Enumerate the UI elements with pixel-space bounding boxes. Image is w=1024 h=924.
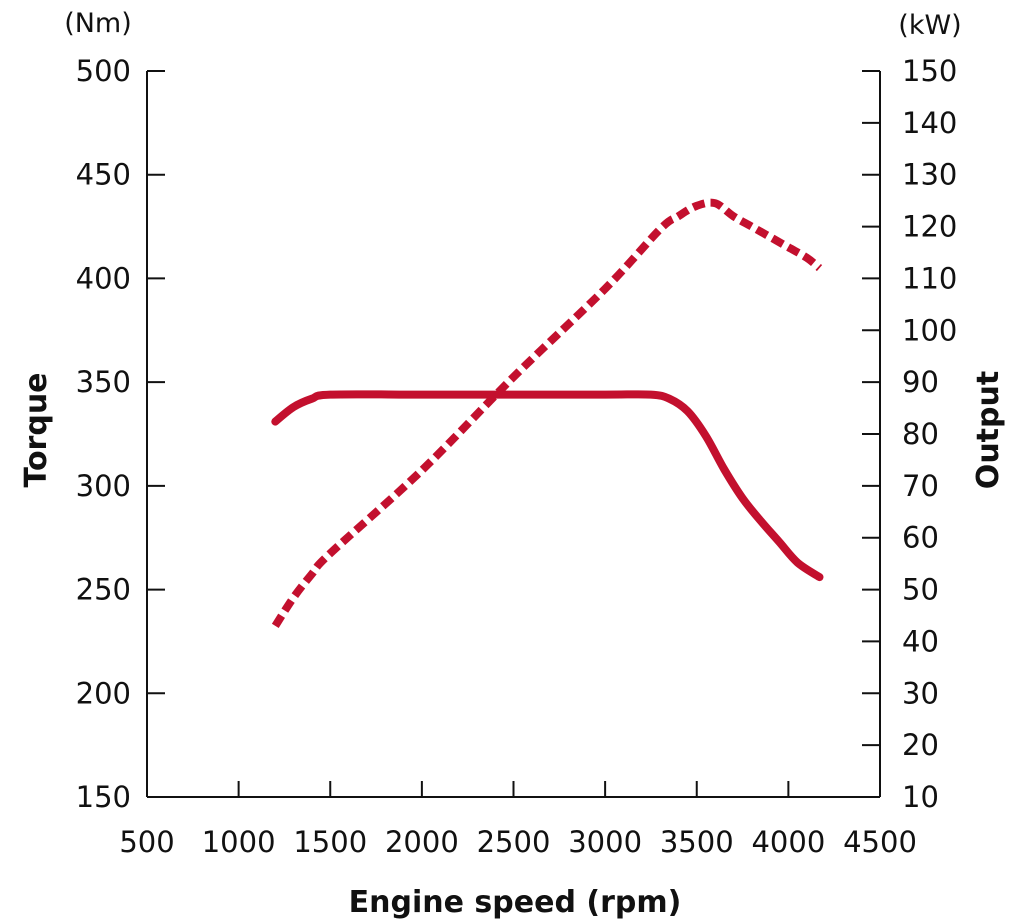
x-tick-label-3000: 3000 bbox=[568, 825, 642, 859]
right-unit-label: (kW) bbox=[898, 10, 961, 41]
left-tick-label-300: 300 bbox=[76, 469, 131, 503]
x-tick-label-4500: 4500 bbox=[843, 825, 917, 859]
right-tick-label-50: 50 bbox=[902, 573, 939, 607]
tick-labels: 500 1000 1500 2000 2500 3000 3500 4000 4500 150 20… bbox=[76, 54, 958, 859]
right-tick-label-70: 70 bbox=[902, 469, 939, 503]
left-tick-label-350: 350 bbox=[76, 365, 131, 399]
left-tick-label-450: 450 bbox=[76, 158, 131, 192]
x-tick-label-2000: 2000 bbox=[385, 825, 459, 859]
x-tick-label-3500: 3500 bbox=[660, 825, 734, 859]
torque-line bbox=[271, 390, 824, 582]
right-tick-label-120: 120 bbox=[902, 210, 957, 244]
right-tick-label-150: 150 bbox=[902, 54, 957, 88]
x-axis-title: Engine speed (rpm) bbox=[349, 885, 682, 920]
right-tick-label-60: 60 bbox=[902, 521, 939, 555]
right-axis-title: Output bbox=[971, 371, 1006, 489]
right-tick-label-80: 80 bbox=[902, 417, 939, 451]
right-tick-label-100: 100 bbox=[902, 313, 957, 347]
left-tick-label-200: 200 bbox=[76, 676, 131, 710]
x-tick-label-1500: 1500 bbox=[293, 825, 367, 859]
left-tick-label-150: 150 bbox=[76, 780, 131, 814]
x-tick-label-4000: 4000 bbox=[751, 825, 825, 859]
right-tick-label-10: 10 bbox=[902, 780, 939, 814]
left-tick-label-500: 500 bbox=[76, 54, 131, 88]
x-tick-label-500: 500 bbox=[119, 825, 174, 859]
x-tick-label-2500: 2500 bbox=[477, 825, 551, 859]
right-tick-label-20: 20 bbox=[902, 728, 939, 762]
right-tick-label-40: 40 bbox=[902, 624, 939, 658]
left-axis-title: Torque bbox=[19, 372, 54, 487]
tick-marks bbox=[147, 70, 880, 797]
right-tick-label-130: 130 bbox=[902, 158, 957, 192]
series-lines bbox=[271, 198, 824, 629]
right-tick-label-30: 30 bbox=[902, 676, 939, 710]
left-unit-label: (Nm) bbox=[64, 8, 132, 39]
right-tick-label-90: 90 bbox=[902, 365, 939, 399]
right-tick-label-110: 110 bbox=[902, 261, 957, 295]
left-tick-label-250: 250 bbox=[76, 573, 131, 607]
axes bbox=[146, 71, 881, 798]
output-line bbox=[271, 198, 823, 629]
left-tick-label-400: 400 bbox=[76, 261, 131, 295]
right-tick-label-140: 140 bbox=[902, 106, 957, 140]
x-tick-label-1000: 1000 bbox=[202, 825, 276, 859]
